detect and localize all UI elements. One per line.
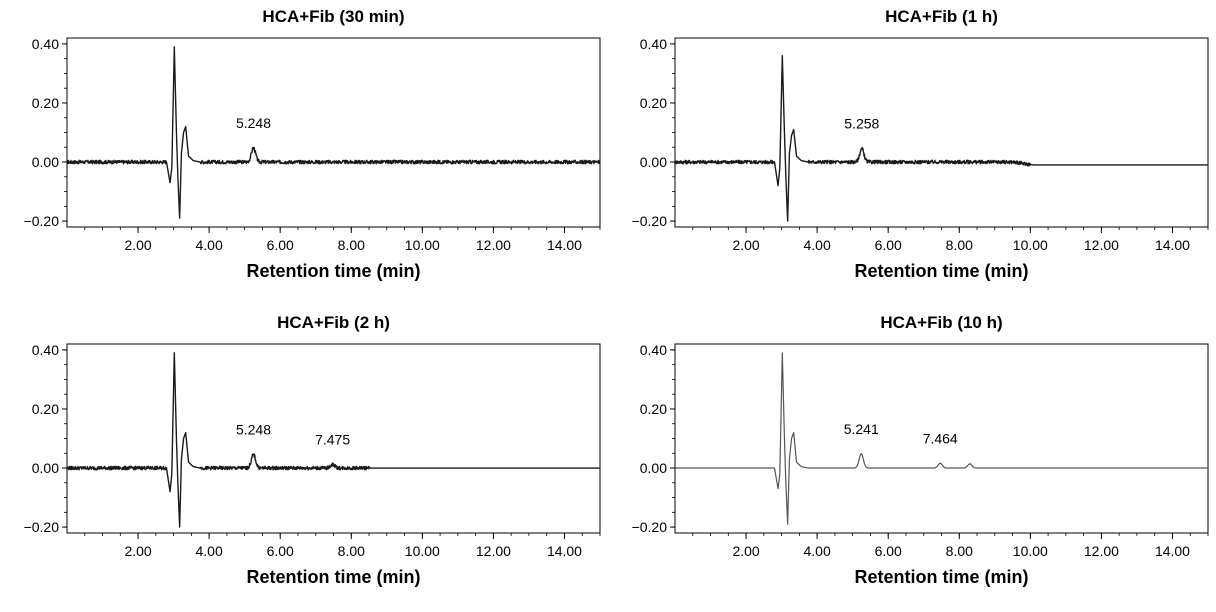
chart-panel-1h: HCA+Fib (1 h) 0.40 0.20 0.00 −0.20 2.00 4.00 6.… xyxy=(608,0,1216,306)
peak-label: 5.258 xyxy=(844,116,879,132)
signal-trace xyxy=(66,46,601,219)
x-tick-label: 4.00 xyxy=(804,543,831,559)
x-tick-label: 14.00 xyxy=(1155,237,1190,253)
x-tick-label: 8.00 xyxy=(946,543,973,559)
peak-point xyxy=(252,453,255,456)
signal-trace xyxy=(674,352,1209,525)
peak-label: 5.248 xyxy=(236,422,271,438)
x-tick-label: 8.00 xyxy=(338,543,365,559)
y-tick-label: 0.40 xyxy=(640,342,667,358)
x-tick-label: 2.00 xyxy=(732,543,759,559)
y-tick-label: −0.20 xyxy=(24,213,60,229)
y-tick-label: −0.20 xyxy=(632,213,668,229)
x-tick-label: 14.00 xyxy=(1155,543,1190,559)
x-tick-label: 10.00 xyxy=(405,237,440,253)
peak-point xyxy=(331,463,334,466)
x-axis-label: Retention time (min) xyxy=(855,261,1029,281)
x-tick-label: 10.00 xyxy=(1013,543,1048,559)
x-tick-label: 4.00 xyxy=(196,543,223,559)
x-tick-label: 2.00 xyxy=(124,543,151,559)
plot-frame xyxy=(674,37,1209,228)
y-tick-label: 0.00 xyxy=(32,460,59,476)
peak-point xyxy=(252,147,255,149)
x-tick-label: 12.00 xyxy=(1084,237,1119,253)
peak-label: 5.248 xyxy=(236,115,271,131)
peak-point xyxy=(860,453,863,455)
chromatogram-svg: HCA+Fib (10 h) 0.40 0.20 0.00 −0.20 2.00 4.00 6… xyxy=(632,313,1209,587)
y-tick-label: −0.20 xyxy=(632,519,668,535)
x-tick-label: 10.00 xyxy=(1013,237,1048,253)
x-tick-label: 6.00 xyxy=(875,237,902,253)
y-tick-label: −0.20 xyxy=(24,519,60,535)
x-tick-label: 12.00 xyxy=(1084,543,1119,559)
x-tick-label: 4.00 xyxy=(196,237,223,253)
x-tick-label: 2.00 xyxy=(124,237,151,253)
y-tick-label: 0.40 xyxy=(640,36,667,52)
x-tick-label: 6.00 xyxy=(267,237,294,253)
x-tick-label: 8.00 xyxy=(338,237,365,253)
peak-point xyxy=(969,463,971,465)
plot-frame xyxy=(66,37,601,228)
x-tick-label: 8.00 xyxy=(946,237,973,253)
chart-title: HCA+Fib (10 h) xyxy=(880,313,1002,332)
y-tick-label: 0.40 xyxy=(32,342,59,358)
chart-title: HCA+Fib (2 h) xyxy=(277,313,390,332)
chart-title: HCA+Fib (1 h) xyxy=(885,7,998,26)
peak-label: 5.241 xyxy=(844,421,879,437)
y-tick-label: 0.00 xyxy=(32,154,59,170)
x-tick-label: 14.00 xyxy=(547,237,582,253)
x-tick-label: 4.00 xyxy=(804,237,831,253)
x-tick-label: 2.00 xyxy=(732,237,759,253)
y-tick-label: 0.20 xyxy=(32,401,59,417)
y-tick-label: 0.00 xyxy=(640,460,667,476)
chart-panel-10h: HCA+Fib (10 h) 0.40 0.20 0.00 −0.20 2.00 4.00 6… xyxy=(608,306,1216,612)
y-tick-label: 0.20 xyxy=(640,95,667,111)
x-tick-label: 10.00 xyxy=(405,543,440,559)
chart-panel-30min: HCA+Fib (30 min) 0.40 0.20 0.00 −0.20 2.00 4.0… xyxy=(0,0,608,306)
chart-title: HCA+Fib (30 min) xyxy=(262,7,404,26)
y-tick-label: 0.00 xyxy=(640,154,667,170)
chromatogram-svg: HCA+Fib (1 h) 0.40 0.20 0.00 −0.20 2.00 4.00 6.… xyxy=(632,7,1209,281)
x-axis-label: Retention time (min) xyxy=(247,261,421,281)
x-tick-label: 6.00 xyxy=(267,543,294,559)
x-tick-label: 12.00 xyxy=(476,237,511,253)
x-tick-label: 12.00 xyxy=(476,543,511,559)
peak-point xyxy=(861,147,863,150)
peak-label: 7.464 xyxy=(923,430,958,446)
x-tick-label: 14.00 xyxy=(547,543,582,559)
chromatogram-svg: HCA+Fib (30 min) 0.40 0.20 0.00 −0.20 2.00 4.0… xyxy=(24,7,601,281)
signal-trace xyxy=(674,55,1209,222)
x-axis-label: Retention time (min) xyxy=(855,567,1029,587)
x-axis-label: Retention time (min) xyxy=(247,567,421,587)
signal-trace xyxy=(66,352,601,528)
peak-point xyxy=(939,462,942,465)
peak-label: 7.475 xyxy=(315,431,350,447)
x-tick-label: 6.00 xyxy=(875,543,902,559)
chart-panel-2h: HCA+Fib (2 h) 0.40 0.20 0.00 −0.20 2.00 4.00 6.… xyxy=(0,306,608,612)
y-tick-label: 0.40 xyxy=(32,36,59,52)
chromatogram-svg: HCA+Fib (2 h) 0.40 0.20 0.00 −0.20 2.00 4.00 6.… xyxy=(24,313,601,587)
y-tick-label: 0.20 xyxy=(640,401,667,417)
y-tick-label: 0.20 xyxy=(32,95,59,111)
